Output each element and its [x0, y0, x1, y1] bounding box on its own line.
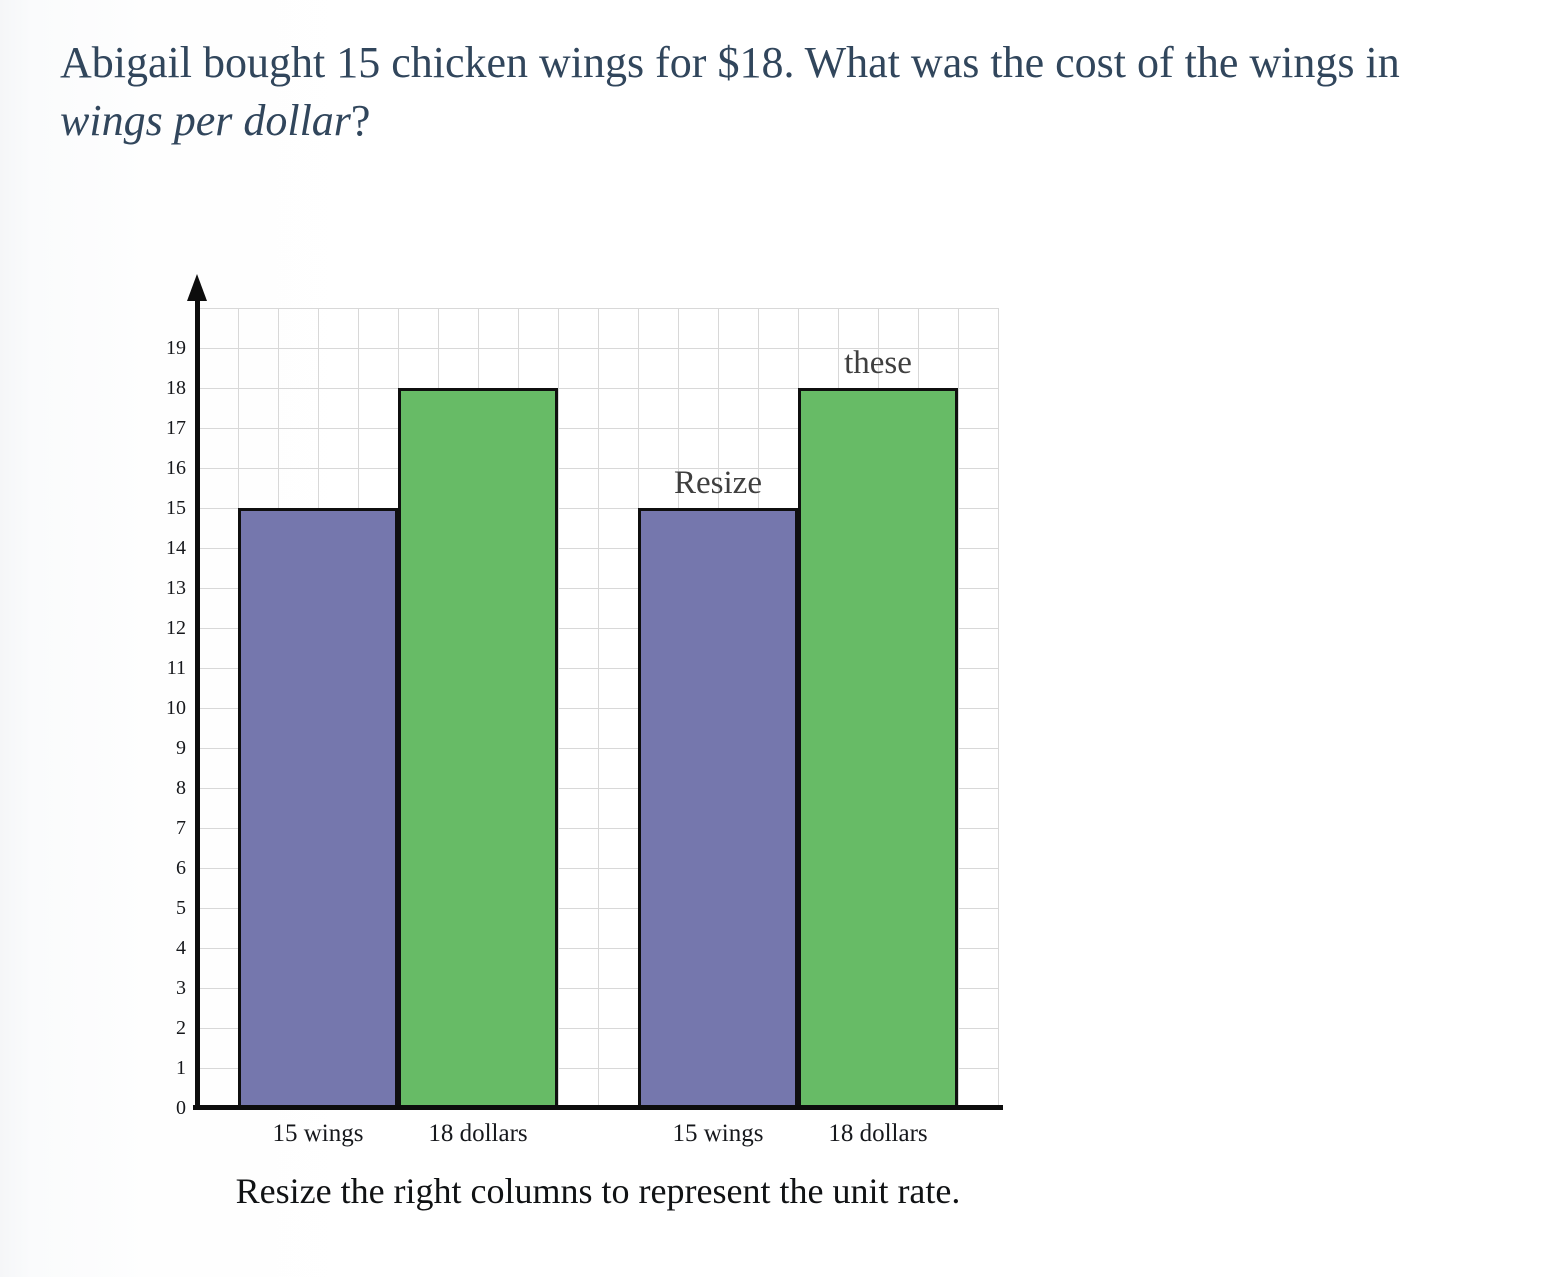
- y-axis: [195, 298, 200, 1110]
- y-tick-label-0: 0: [176, 1097, 186, 1119]
- x-axis-label-right-15-wings: 15 wings: [672, 1120, 764, 1147]
- y-tick-label-17: 17: [166, 417, 186, 439]
- y-axis-arrow-icon: [187, 274, 207, 301]
- y-tick-label-5: 5: [176, 897, 186, 919]
- bar-left-18-dollars: [398, 388, 558, 1108]
- y-tick-label-10: 10: [166, 697, 186, 719]
- y-tick-label-6: 6: [176, 857, 186, 879]
- annotation-resize: Resize: [674, 465, 762, 501]
- question-title: Abigail bought 15 chicken wings for $18.…: [60, 34, 1510, 150]
- y-tick-label-11: 11: [166, 657, 186, 679]
- y-tick-label-1: 1: [176, 1057, 186, 1079]
- bar-left-15-wings: [238, 508, 398, 1108]
- chart-caption: Resize the right columns to represent th…: [235, 1171, 961, 1211]
- y-tick-label-14: 14: [166, 537, 186, 559]
- question-line-2: wings per dollar?: [60, 92, 1510, 150]
- x-axis-label-left-15-wings: 15 wings: [272, 1120, 364, 1147]
- bar-right-15-wings[interactable]: [638, 508, 798, 1108]
- question-line-1: Abigail bought 15 chicken wings for $18.…: [60, 38, 1400, 87]
- y-tick-label-19: 19: [166, 337, 186, 359]
- y-tick-label-3: 3: [176, 977, 186, 999]
- y-tick-label-13: 13: [166, 577, 186, 599]
- y-tick-label-15: 15: [166, 497, 186, 519]
- y-tick-label-2: 2: [176, 1017, 186, 1039]
- bar-right-18-dollars[interactable]: [798, 388, 958, 1108]
- question-italic-phrase: wings per dollar: [60, 96, 351, 145]
- x-axis-label-right-18-dollars: 18 dollars: [828, 1120, 928, 1147]
- annotation-these: these: [844, 345, 912, 381]
- y-tick-label-18: 18: [166, 377, 186, 399]
- question-suffix: ?: [350, 96, 371, 145]
- bar-chart: 0 1 2 3 4 5 6 7 8 9 10 11 12 13 14 15 16 17 18 19 15 wings 1…: [166, 274, 1003, 1147]
- y-tick-label-16: 16: [166, 457, 186, 479]
- y-tick-label-12: 12: [166, 617, 186, 639]
- y-tick-label-9: 9: [176, 737, 186, 759]
- y-tick-label-4: 4: [176, 937, 186, 959]
- x-axis: [193, 1105, 1003, 1110]
- x-axis-label-left-18-dollars: 18 dollars: [428, 1120, 528, 1147]
- y-tick-label-7: 7: [176, 817, 186, 839]
- y-tick-label-8: 8: [176, 777, 186, 799]
